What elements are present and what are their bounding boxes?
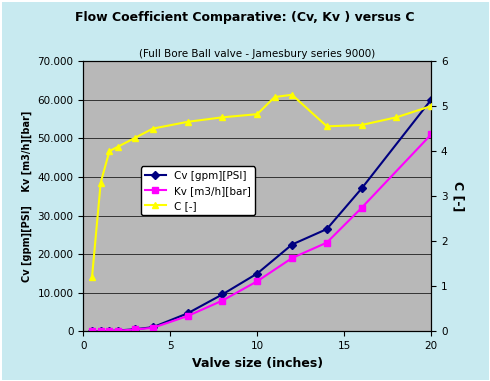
C [-] [185,120,191,124]
C [-] [106,149,112,154]
Cv [gpm][PSI] [89,329,95,334]
Kv [m3/h][bar] [150,325,156,330]
C [-] [271,95,277,99]
Line: Kv [m3/h][bar]: Kv [m3/h][bar] [89,131,434,334]
C [-] [150,126,156,131]
C [-] [428,104,434,108]
Cv [gpm][PSI] [185,311,191,315]
Cv [gpm][PSI] [220,292,225,297]
Cv [gpm][PSI] [289,242,295,247]
Kv [m3/h][bar] [254,279,260,283]
Kv [m3/h][bar] [428,132,434,137]
C [-] [289,93,295,97]
Line: C [-]: C [-] [89,91,435,281]
Title: (Full Bore Ball valve - Jamesbury series 9000): (Full Bore Ball valve - Jamesbury series… [139,49,375,59]
Kv [m3/h][bar] [106,329,112,333]
C [-] [254,112,260,117]
Cv [gpm][PSI] [150,325,156,330]
Cv [gpm][PSI] [428,97,434,102]
Kv [m3/h][bar] [132,327,138,332]
Cv [gpm][PSI] [106,329,112,333]
Kv [m3/h][bar] [220,298,225,303]
Cv [gpm][PSI] [132,327,138,331]
C [-] [324,124,330,129]
Kv [m3/h][bar] [98,329,104,334]
C [-] [393,115,399,120]
Cv [gpm][PSI] [254,271,260,276]
Cv [gpm][PSI] [324,227,330,231]
Kv [m3/h][bar] [359,205,365,210]
Kv [m3/h][bar] [324,240,330,245]
Kv [m3/h][bar] [289,256,295,260]
Text: Flow Coefficient Comparative: (Cv, Kv ) versus C: Flow Coefficient Comparative: (Cv, Kv ) … [75,11,415,24]
Kv [m3/h][bar] [185,314,191,318]
C [-] [98,181,104,185]
Cv [gpm][PSI] [98,329,104,334]
Line: Cv [gpm][PSI]: Cv [gpm][PSI] [89,97,434,334]
Kv [m3/h][bar] [115,328,121,333]
Kv [m3/h][bar] [89,329,95,334]
Cv [gpm][PSI] [115,328,121,333]
C [-] [89,275,95,280]
C [-] [220,115,225,120]
X-axis label: Valve size (inches): Valve size (inches) [192,357,323,370]
Legend: Cv [gpm][PSI], Kv [m3/h][bar], C [-]: Cv [gpm][PSI], Kv [m3/h][bar], C [-] [141,166,255,215]
Cv [gpm][PSI] [359,186,365,191]
C [-] [115,144,121,149]
C [-] [359,123,365,127]
Y-axis label: Cv [gpm][PSI]    Kv [m3/h][bar]: Cv [gpm][PSI] Kv [m3/h][bar] [22,110,32,282]
Y-axis label: C [-]: C [-] [451,181,464,211]
C [-] [132,135,138,140]
